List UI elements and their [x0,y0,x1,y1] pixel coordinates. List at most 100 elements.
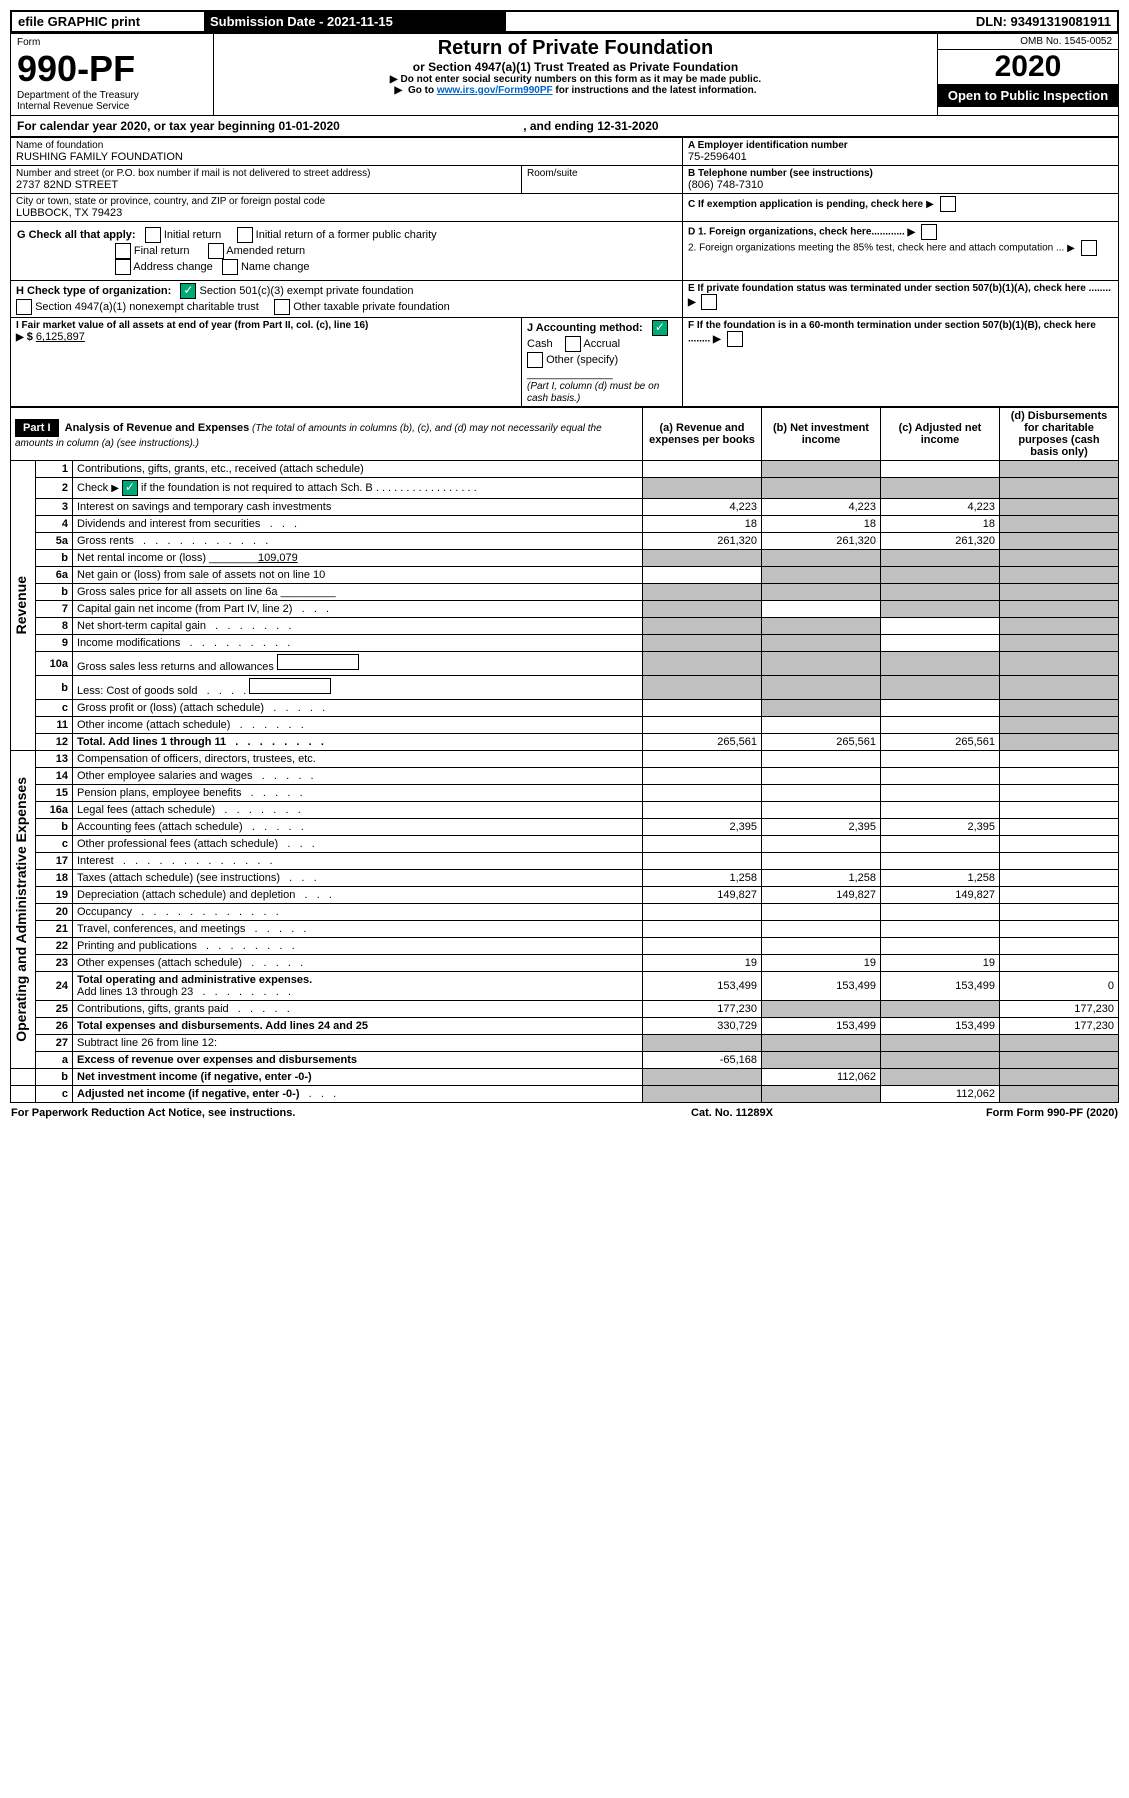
d1-checkbox[interactable] [921,224,937,240]
line-10a: Gross sales less returns and allowances [73,652,643,676]
line-13: Compensation of officers, directors, tru… [73,751,643,768]
line-5a: Gross rents . . . . . . . . . . . [73,533,643,550]
line-2: Check ✓ if the foundation is not require… [73,478,643,499]
dept: Department of the Treasury [17,90,207,101]
line-15: Pension plans, employee benefits . . . .… [73,785,643,802]
form-title: Return of Private Foundation [220,37,931,60]
g-initial-return[interactable] [145,227,161,243]
j-accrual[interactable] [565,336,581,352]
line-27: Subtract line 26 from line 12: [73,1035,643,1052]
room-label: Room/suite [527,168,677,179]
calendar-line: For calendar year 2020, or tax year begi… [10,116,1119,137]
line-11: Other income (attach schedule) . . . . .… [73,717,643,734]
line-10c: Gross profit or (loss) (attach schedule)… [73,700,643,717]
d2: 2. Foreign organizations meeting the 85%… [688,240,1113,256]
line-16b: Accounting fees (attach schedule) . . . … [73,819,643,836]
line-16a: Legal fees (attach schedule) . . . . . .… [73,802,643,819]
line-5b: Net rental income or (loss) ________109,… [73,550,643,567]
g-initial-former[interactable] [237,227,253,243]
col-a: (a) Revenue and expenses per books [643,408,762,461]
line-16c: Other professional fees (attach schedule… [73,836,643,853]
f-label: F If the foundation is in a 60-month ter… [688,320,1113,347]
form-number-cell: Form 990-PF Department of the Treasury I… [11,34,214,116]
tax-year: 2020 [938,50,1118,84]
form-subtitle: or Section 4947(a)(1) Trust Treated as P… [220,60,931,74]
irs-link[interactable]: www.irs.gov/Form990PF [437,85,553,96]
form-word: Form [17,37,207,48]
j-cash[interactable]: ✓ [652,320,668,336]
line-20: Occupancy . . . . . . . . . . . . [73,904,643,921]
addr-label: Number and street (or P.O. box number if… [16,168,516,179]
line-4: Dividends and interest from securities .… [73,516,643,533]
i-label: I Fair market value of all assets at end… [16,320,516,331]
line-27b: Net investment income (if negative, ente… [73,1069,643,1086]
j-note: (Part I, column (d) must be on cash basi… [527,381,659,404]
note1: Do not enter social security numbers on … [220,74,931,85]
line-14: Other employee salaries and wages . . . … [73,768,643,785]
city-label: City or town, state or province, country… [16,196,677,207]
g-name-change[interactable] [222,259,238,275]
j-label: J Accounting method: [527,322,643,334]
submission-date: Submission Date - 2021-11-15 [204,11,506,32]
line-17: Interest . . . . . . . . . . . . . [73,853,643,870]
ein-label: A Employer identification number [688,140,1113,151]
e-label: E If private foundation status was termi… [688,283,1113,310]
footer-left: For Paperwork Reduction Act Notice, see … [10,1103,640,1120]
line-18: Taxes (attach schedule) (see instruction… [73,870,643,887]
line-26: Total expenses and disbursements. Add li… [73,1018,643,1035]
open-inspection: Open to Public Inspection [938,84,1118,107]
spacer [506,11,875,32]
form-header: Form 990-PF Department of the Treasury I… [10,33,1119,116]
h-other-taxable[interactable] [274,299,290,315]
f-checkbox[interactable] [727,331,743,347]
expenses-side: Operating and Administrative Expenses [11,769,31,1050]
phone-label: B Telephone number (see instructions) [688,168,1113,179]
line-6b: Gross sales price for all assets on line… [73,584,643,601]
line-7: Capital gain net income (from Part IV, l… [73,601,643,618]
j-other[interactable] [527,352,543,368]
line-27c: Adjusted net income (if negative, enter … [73,1086,643,1103]
name-label: Name of foundation [16,140,677,151]
line-10b: Less: Cost of goods sold . . . . [73,676,643,700]
g-amended[interactable] [208,243,224,259]
g-label: G Check all that apply: [17,229,136,241]
c-label: C If exemption application is pending, c… [688,199,923,210]
line-9: Income modifications . . . . . . . . . [73,635,643,652]
c-checkbox[interactable] [940,196,956,212]
part1-title: Analysis of Revenue and Expenses [65,422,250,434]
line-6a: Net gain or (loss) from sale of assets n… [73,567,643,584]
h-501c3[interactable]: ✓ [180,283,196,299]
h-label: H Check type of organization: [16,285,171,297]
street: 2737 82ND STREET [16,179,516,191]
efile-bar: efile GRAPHIC print Submission Date - 20… [10,10,1119,33]
line-24: Total operating and administrative expen… [73,972,643,1001]
line-1: Contributions, gifts, grants, etc., rece… [73,461,643,478]
ein: 75-2596401 [688,151,1113,163]
dln: DLN: 93491319081911 [875,11,1118,32]
efile-label: efile GRAPHIC print [11,11,204,32]
schb-check[interactable]: ✓ [122,480,138,496]
col-d: (d) Disbursements for charitable purpose… [1000,408,1119,461]
line-3: Interest on savings and temporary cash i… [73,499,643,516]
g-address-change[interactable] [115,259,131,275]
g-final-return[interactable] [115,243,131,259]
footer-right: Form Form 990-PF (2020) [824,1103,1119,1120]
footer-mid: Cat. No. 11289X [640,1103,825,1120]
part1-table: Part I Analysis of Revenue and Expenses … [10,407,1119,1103]
footer: For Paperwork Reduction Act Notice, see … [10,1103,1119,1120]
irs: Internal Revenue Service [17,101,207,112]
part1-label: Part I [15,419,59,437]
line-27a: Excess of revenue over expenses and disb… [73,1052,643,1069]
line-21: Travel, conferences, and meetings . . . … [73,921,643,938]
d2-checkbox[interactable] [1081,240,1097,256]
omb: OMB No. 1545-0052 [938,34,1118,50]
col-c: (c) Adjusted net income [881,408,1000,461]
note2: Go to www.irs.gov/Form990PF for instruct… [220,85,931,96]
d1: D 1. Foreign organizations, check here..… [688,224,1113,240]
h-4947[interactable] [16,299,32,315]
line-25: Contributions, gifts, grants paid . . . … [73,1001,643,1018]
line-12: Total. Add lines 1 through 11 . . . . . … [73,734,643,751]
e-checkbox[interactable] [701,294,717,310]
page: efile GRAPHIC print Submission Date - 20… [10,10,1119,1120]
line-19: Depreciation (attach schedule) and deple… [73,887,643,904]
